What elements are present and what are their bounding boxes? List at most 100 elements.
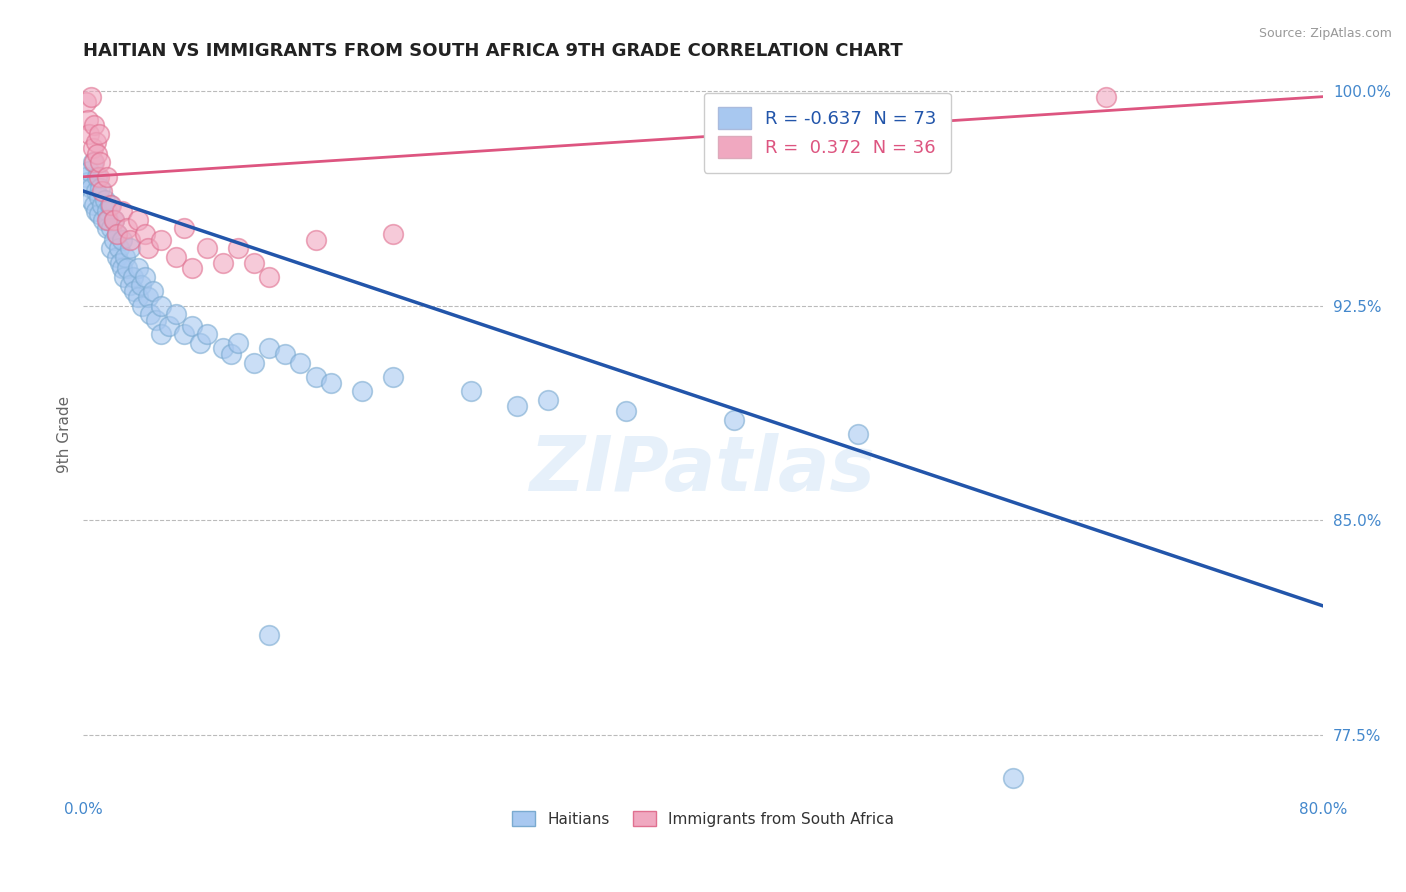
Point: [90, 198, 112, 212]
Point: [89, 181, 111, 195]
Point: [460, 384, 482, 399]
Point: [103, 233, 125, 247]
Point: [142, 284, 165, 298]
Point: [90, 184, 112, 198]
Point: [226, 335, 249, 350]
Point: [80, 181, 103, 195]
Point: [846, 427, 869, 442]
Point: [96, 212, 118, 227]
Point: [195, 241, 218, 255]
Point: [83, 198, 105, 212]
Point: [82, 141, 104, 155]
Point: [195, 327, 218, 342]
Point: [382, 370, 405, 384]
Point: [506, 399, 529, 413]
Point: [96, 221, 118, 235]
Point: [180, 318, 202, 333]
Point: [124, 284, 146, 298]
Point: [100, 221, 122, 235]
Point: [100, 241, 122, 255]
Point: [173, 327, 195, 342]
Y-axis label: 9th Grade: 9th Grade: [58, 396, 72, 473]
Point: [149, 233, 172, 247]
Point: [243, 255, 266, 269]
Point: [537, 392, 560, 407]
Point: [149, 299, 172, 313]
Point: [127, 261, 149, 276]
Point: [1002, 771, 1025, 785]
Point: [112, 269, 135, 284]
Point: [305, 233, 328, 247]
Text: HAITIAN VS IMMIGRANTS FROM SOUTH AFRICA 9TH GRADE CORRELATION CHART: HAITIAN VS IMMIGRANTS FROM SOUTH AFRICA …: [83, 42, 903, 60]
Point: [127, 212, 149, 227]
Point: [165, 307, 187, 321]
Point: [723, 413, 745, 427]
Point: [86, 146, 108, 161]
Point: [75, 169, 97, 184]
Point: [80, 89, 103, 103]
Point: [111, 261, 134, 276]
Point: [131, 299, 153, 313]
Point: [108, 241, 131, 255]
Point: [83, 155, 105, 169]
Point: [259, 627, 281, 641]
Point: [82, 155, 104, 169]
Point: [79, 164, 101, 178]
Point: [138, 241, 160, 255]
Point: [97, 212, 120, 227]
Point: [100, 198, 122, 212]
Point: [87, 207, 110, 221]
Point: [165, 250, 187, 264]
Point: [259, 342, 281, 356]
Point: [115, 221, 138, 235]
Text: ZIPatlas: ZIPatlas: [530, 433, 876, 507]
Point: [118, 233, 141, 247]
Point: [77, 112, 100, 127]
Point: [87, 127, 110, 141]
Point: [145, 313, 167, 327]
Point: [321, 376, 343, 390]
Point: [180, 261, 202, 276]
Point: [89, 155, 111, 169]
Point: [305, 370, 328, 384]
Point: [129, 278, 152, 293]
Point: [138, 290, 160, 304]
Legend: Haitians, Immigrants from South Africa: Haitians, Immigrants from South Africa: [505, 803, 901, 834]
Point: [86, 169, 108, 184]
Point: [105, 227, 128, 241]
Point: [259, 269, 281, 284]
Point: [211, 342, 233, 356]
Point: [127, 290, 149, 304]
Point: [134, 269, 156, 284]
Point: [1095, 89, 1118, 103]
Point: [382, 227, 405, 241]
Point: [243, 356, 266, 370]
Point: [111, 204, 134, 219]
Point: [274, 347, 297, 361]
Point: [105, 250, 128, 264]
Point: [87, 169, 110, 184]
Point: [173, 221, 195, 235]
Point: [115, 261, 138, 276]
Point: [98, 198, 121, 212]
Point: [614, 404, 637, 418]
Point: [80, 193, 103, 207]
Point: [83, 118, 105, 132]
Point: [96, 169, 118, 184]
Point: [77, 176, 100, 190]
Point: [84, 136, 107, 150]
Point: [118, 278, 141, 293]
Point: [122, 269, 145, 284]
Point: [139, 307, 162, 321]
Point: [87, 190, 110, 204]
Text: Source: ZipAtlas.com: Source: ZipAtlas.com: [1258, 27, 1392, 40]
Point: [103, 212, 125, 227]
Point: [134, 227, 156, 241]
Point: [111, 233, 134, 247]
Point: [118, 241, 141, 255]
Point: [94, 193, 117, 207]
Point: [290, 356, 312, 370]
Point: [157, 318, 180, 333]
Point: [114, 250, 136, 264]
Point: [110, 255, 132, 269]
